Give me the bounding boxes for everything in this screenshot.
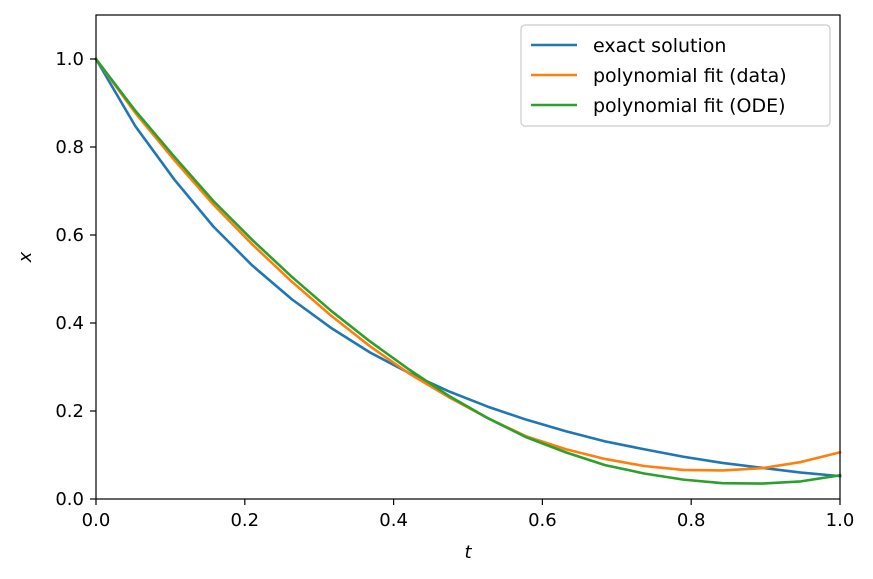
legend: exact solution polynomial fit (data) polyn… — [520, 24, 831, 127]
x-tick-label: 0.6 — [528, 510, 557, 531]
x-axis-label: t — [464, 542, 472, 563]
y-axis-label: x — [15, 251, 36, 263]
plot-frame — [95, 14, 841, 500]
series-line-1 — [94, 57, 842, 478]
legend-label-2: polynomial fit (data) — [593, 65, 787, 87]
y-tick-label: 0.6 — [55, 225, 84, 246]
x-tick-label: 0.4 — [379, 510, 408, 531]
x-tick-label: 0.8 — [677, 510, 706, 531]
legend-label-3: polynomial fit (ODE) — [593, 95, 786, 117]
y-tick-label: 0.8 — [55, 137, 84, 158]
y-tick-label: 1.0 — [55, 49, 84, 70]
y-tick-label: 0.2 — [55, 401, 84, 422]
axis-ticks: 0.0 0.2 0.4 0.6 0.8 1.0 0.0 0.2 0.4 0.6 0.8 1.0 — [55, 49, 854, 531]
y-tick-label: 0.0 — [55, 489, 84, 510]
x-tick-label: 0.0 — [82, 510, 111, 531]
series-layer — [94, 57, 842, 485]
legend-box — [520, 24, 831, 127]
x-tick-label: 1.0 — [826, 510, 855, 531]
y-tick-label: 0.4 — [55, 313, 84, 334]
x-tick-label: 0.2 — [230, 510, 259, 531]
series-line-3 — [94, 57, 842, 485]
legend-label-1: exact solution — [593, 35, 726, 57]
